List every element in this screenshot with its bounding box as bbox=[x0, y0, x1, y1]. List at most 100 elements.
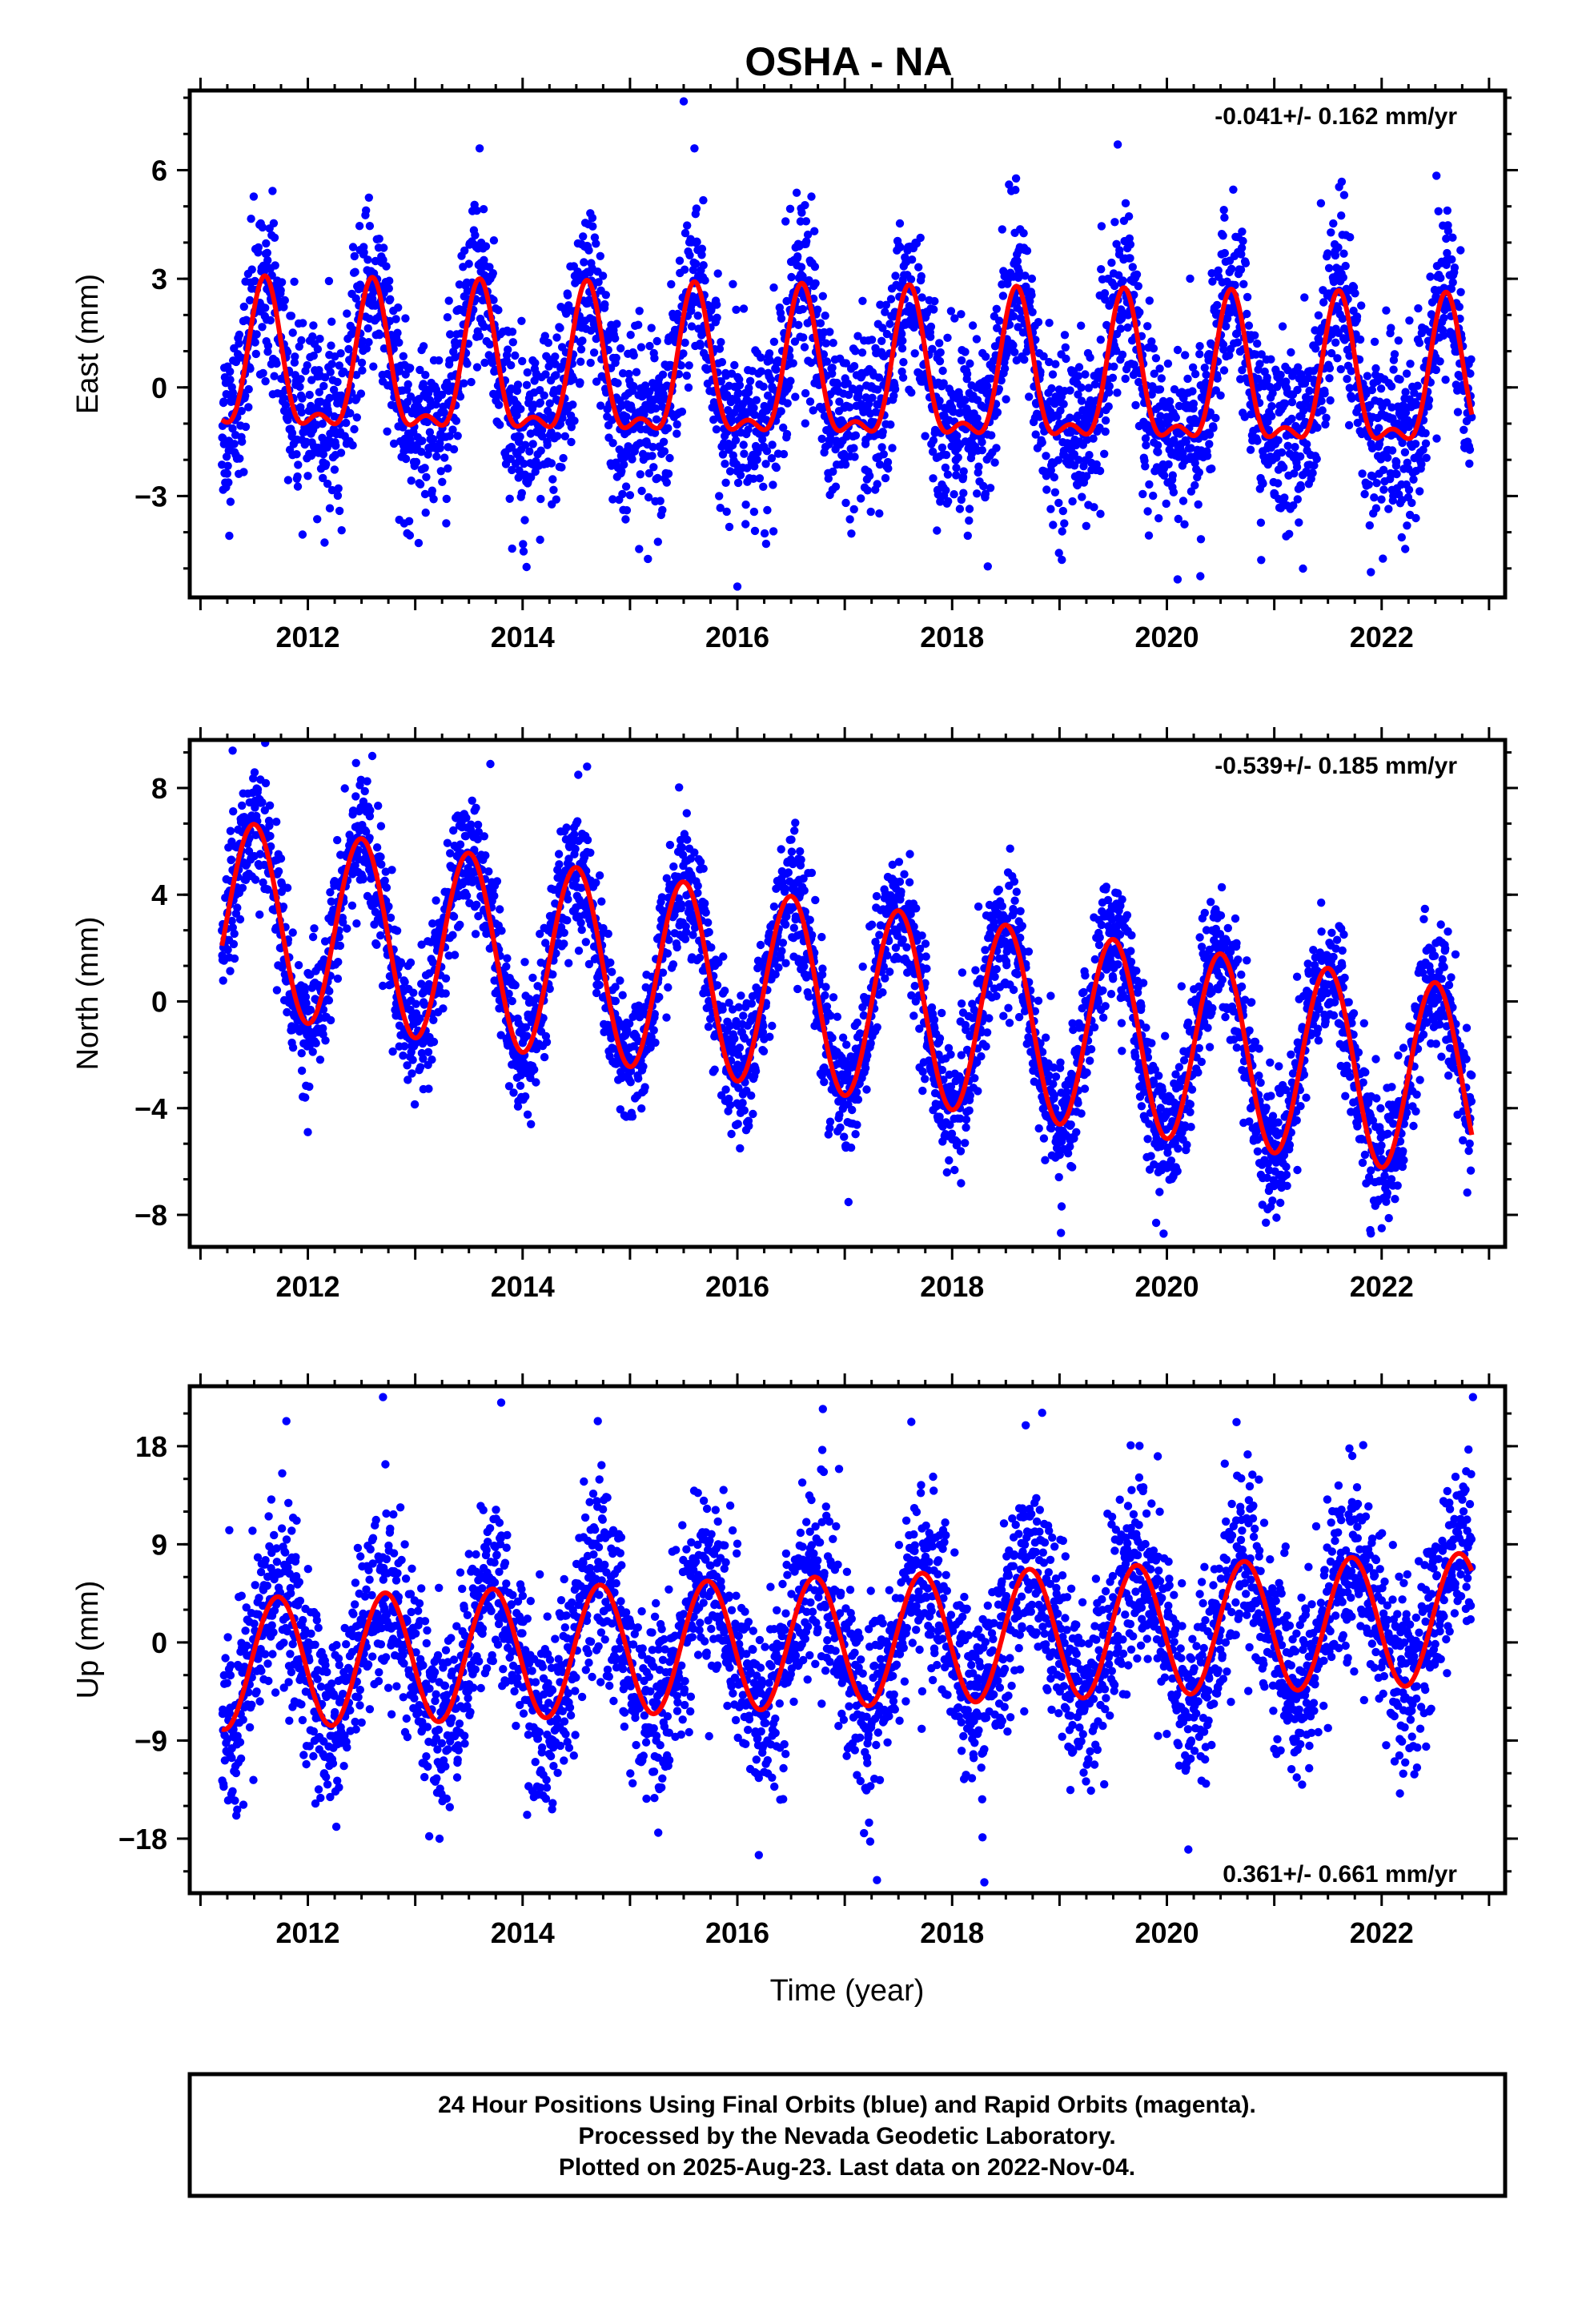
data-point bbox=[574, 770, 583, 779]
data-point bbox=[952, 471, 961, 480]
data-point bbox=[428, 435, 438, 444]
data-point bbox=[269, 219, 279, 227]
data-point bbox=[388, 1047, 397, 1056]
data-point bbox=[305, 390, 314, 400]
data-point bbox=[644, 468, 653, 478]
data-point bbox=[379, 243, 388, 252]
data-point bbox=[1317, 396, 1326, 405]
data-point bbox=[662, 478, 671, 487]
data-point bbox=[324, 276, 334, 286]
data-point bbox=[1345, 384, 1355, 392]
data-point bbox=[794, 320, 803, 329]
data-point bbox=[471, 231, 480, 239]
data-point bbox=[1398, 438, 1407, 448]
data-point bbox=[423, 417, 432, 427]
data-point bbox=[1283, 441, 1292, 450]
data-point bbox=[1296, 452, 1305, 461]
data-point bbox=[235, 339, 243, 348]
data-point bbox=[818, 292, 827, 300]
data-point bbox=[677, 407, 687, 416]
data-point bbox=[357, 358, 367, 368]
data-point bbox=[536, 446, 545, 455]
data-point bbox=[1132, 270, 1142, 279]
data-point bbox=[596, 401, 605, 410]
data-point bbox=[337, 391, 346, 400]
data-point bbox=[877, 336, 886, 345]
data-point bbox=[1097, 265, 1106, 274]
data-point bbox=[352, 919, 361, 928]
data-point bbox=[568, 400, 577, 409]
data-point bbox=[1344, 420, 1354, 430]
data-point bbox=[472, 900, 481, 910]
data-point bbox=[596, 251, 604, 260]
data-point bbox=[1100, 289, 1110, 298]
data-point bbox=[963, 531, 973, 541]
data-point bbox=[1362, 389, 1371, 399]
data-point bbox=[570, 416, 579, 425]
data-point bbox=[1441, 376, 1450, 384]
data-point bbox=[1014, 267, 1023, 275]
data-point bbox=[346, 408, 355, 418]
data-point bbox=[567, 423, 576, 432]
data-point bbox=[1379, 465, 1388, 474]
data-point bbox=[456, 920, 464, 930]
data-point bbox=[1296, 483, 1306, 492]
data-point bbox=[1206, 408, 1215, 417]
data-point bbox=[600, 300, 609, 309]
data-point bbox=[362, 827, 371, 836]
data-point bbox=[326, 368, 335, 376]
data-point bbox=[772, 463, 781, 472]
data-point bbox=[1162, 499, 1170, 509]
data-point bbox=[342, 418, 351, 428]
data-point bbox=[473, 834, 482, 844]
data-point bbox=[612, 353, 620, 363]
data-point bbox=[1105, 382, 1114, 391]
data-point bbox=[560, 432, 569, 440]
data-point bbox=[1058, 506, 1068, 516]
data-point bbox=[384, 284, 393, 293]
data-point bbox=[983, 562, 993, 571]
data-point bbox=[519, 540, 528, 549]
data-point bbox=[235, 454, 244, 463]
data-point bbox=[601, 291, 610, 300]
data-point bbox=[1365, 521, 1375, 530]
data-point bbox=[953, 432, 962, 440]
data-point bbox=[1182, 437, 1191, 446]
data-point bbox=[226, 826, 235, 835]
data-point bbox=[412, 457, 421, 467]
data-point bbox=[853, 332, 862, 340]
data-point bbox=[1191, 369, 1200, 379]
data-point bbox=[1077, 383, 1086, 392]
data-point bbox=[798, 304, 807, 314]
data-point bbox=[576, 357, 585, 366]
data-point bbox=[516, 404, 525, 413]
data-point bbox=[658, 402, 667, 412]
y-tick-label: 3 bbox=[151, 263, 167, 296]
data-point bbox=[512, 411, 521, 420]
data-point bbox=[318, 420, 327, 428]
data-point bbox=[409, 988, 418, 997]
data-point bbox=[1022, 247, 1032, 255]
data-point bbox=[690, 144, 699, 153]
data-point bbox=[442, 494, 451, 504]
data-point bbox=[394, 303, 403, 312]
data-point bbox=[1054, 498, 1063, 508]
data-point bbox=[1266, 383, 1275, 392]
data-point bbox=[813, 305, 822, 314]
data-point bbox=[735, 380, 745, 390]
data-point bbox=[1051, 360, 1060, 368]
data-point bbox=[1138, 489, 1147, 499]
data-point bbox=[1074, 411, 1082, 420]
data-point bbox=[1400, 448, 1410, 456]
data-point bbox=[315, 334, 324, 344]
data-point bbox=[560, 939, 568, 948]
data-point bbox=[419, 342, 428, 351]
data-point bbox=[772, 365, 781, 374]
data-point bbox=[473, 820, 483, 830]
data-point bbox=[681, 338, 689, 348]
data-point bbox=[523, 368, 532, 377]
data-point bbox=[417, 979, 426, 988]
data-point bbox=[636, 470, 644, 479]
data-point bbox=[622, 412, 631, 421]
data-point bbox=[290, 358, 299, 367]
